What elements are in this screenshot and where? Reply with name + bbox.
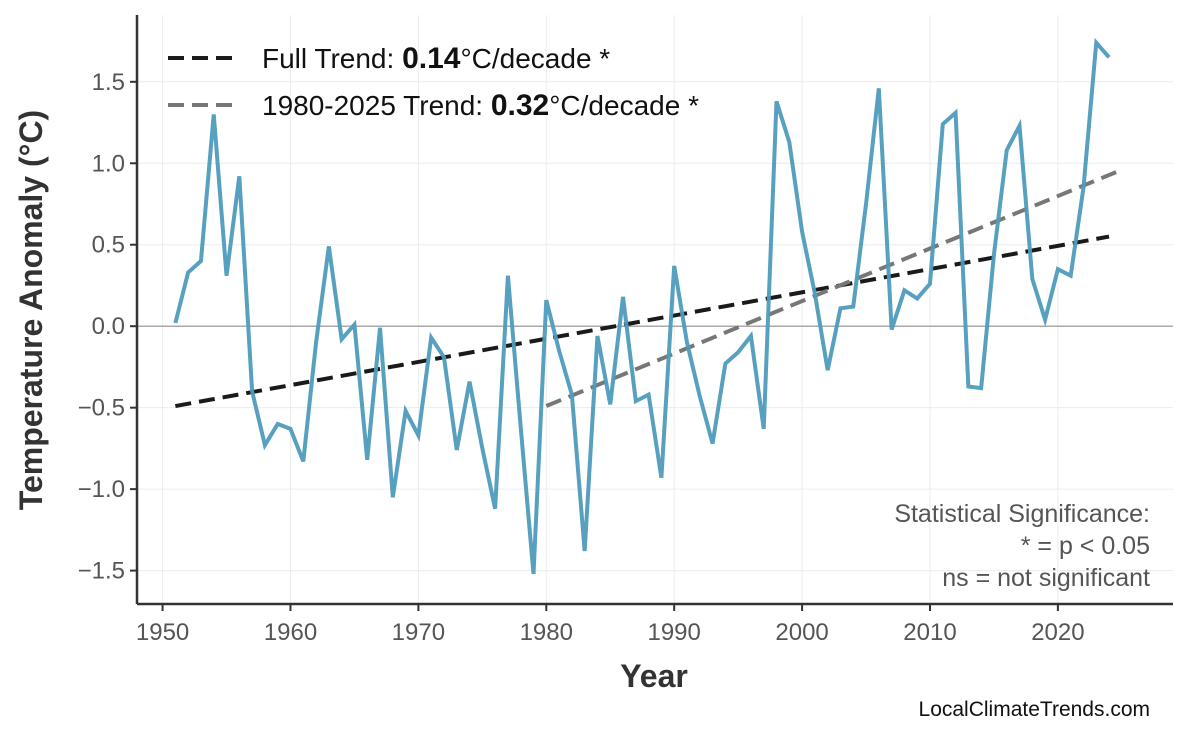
x-tick-label: 1990 (647, 619, 700, 646)
anomaly-series-line (173, 37, 1111, 575)
watermark: LocalClimateTrends.com (919, 698, 1150, 721)
x-tick-label: 1950 (136, 619, 189, 646)
x-tick-label: 1970 (392, 619, 445, 646)
significance-annotation: Statistical Significance: * = p < 0.05 n… (894, 500, 1150, 592)
y-tick-label: −0.5 (78, 395, 125, 422)
legend-label: 1980-2025 Trend: 0.32°C/decade * (262, 89, 699, 122)
legend-label-suffix: °C/decade * (460, 43, 610, 74)
x-tick-label: 1960 (264, 619, 317, 646)
y-tick-label: −1.5 (78, 558, 125, 585)
y-tick-label: 1.5 (92, 69, 125, 96)
annotation-line-1: Statistical Significance: (894, 500, 1150, 528)
x-axis-label: Year (620, 658, 688, 694)
x-axis-ticks: 1950 1960 1970 1980 1990 2000 2010 2020 (136, 604, 1085, 646)
x-tick-label: 2010 (903, 619, 956, 646)
legend-label-suffix: °C/decade * (549, 90, 699, 121)
x-tick-label: 2000 (775, 619, 828, 646)
legend-value: 0.32 (491, 89, 549, 122)
y-tick-label: −1.0 (78, 476, 125, 503)
x-tick-label: 1980 (520, 619, 573, 646)
y-tick-label: 1.0 (92, 150, 125, 177)
y-axis-label: Temperature Anomaly (°C) (13, 110, 49, 510)
legend: Full Trend: 0.14°C/decade *1980-2025 Tre… (168, 42, 699, 122)
y-tick-label: 0.5 (92, 232, 125, 259)
trend-lines (175, 167, 1123, 409)
legend-label: Full Trend: 0.14°C/decade * (262, 42, 610, 75)
full-trend-line (175, 234, 1110, 409)
legend-value: 0.14 (402, 42, 461, 75)
axes (135, 15, 1173, 606)
y-axis-ticks: −1.5 −1.0 −0.5 0.0 0.5 1.0 1.5 (78, 69, 137, 585)
x-tick-label: 2020 (1031, 619, 1084, 646)
annotation-line-3: ns = not significant (942, 564, 1150, 592)
y-tick-label: 0.0 (92, 313, 125, 340)
annotation-line-2: * = p < 0.05 (1021, 532, 1150, 560)
legend-label-prefix: 1980-2025 Trend: (262, 90, 491, 121)
legend-label-prefix: Full Trend: (262, 43, 402, 74)
